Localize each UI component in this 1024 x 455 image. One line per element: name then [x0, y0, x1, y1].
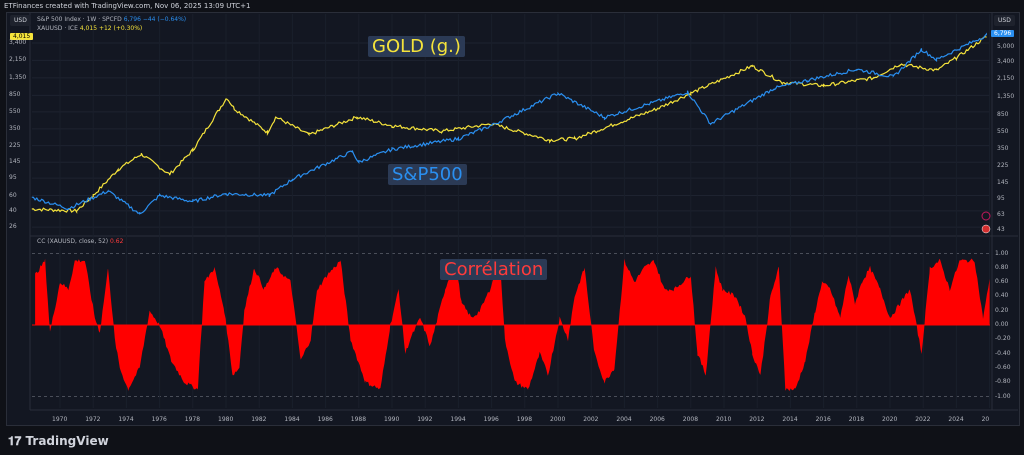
right-axis-tick: 1,350 [997, 93, 1015, 101]
cc-axis-tick: -0.20 [995, 335, 1011, 343]
event-icon [981, 211, 991, 221]
right-axis-tick: 850 [997, 111, 1009, 119]
time-axis-tick: 1994 [450, 416, 466, 423]
right-axis-tick: 550 [997, 127, 1009, 135]
cc-axis-tick: -0.40 [995, 349, 1011, 357]
time-axis-tick: 2004 [616, 416, 632, 423]
legend-spx[interactable]: S&P 500 Index · 1W · SPCFD 6,796 −44 (−0… [37, 16, 186, 23]
correlation-annotation: Corrélation [440, 259, 548, 280]
time-axis-tick: 1988 [350, 416, 367, 423]
right-axis-tick: 43 [997, 225, 1005, 233]
right-axis-tick: 145 [997, 179, 1009, 187]
time-axis-tick: 2006 [649, 416, 665, 423]
left-axis-tick: 95 [9, 174, 17, 182]
legend-cc-name: CC (XAUUSD, close, 52) [37, 238, 109, 245]
left-axis-tick: 350 [9, 124, 21, 132]
chart-credit: ETFinances created with TradingView.com,… [4, 2, 251, 10]
time-axis-tick: 2024 [948, 416, 964, 423]
legend-cc[interactable]: CC (XAUUSD, close, 52) 0.62 [37, 238, 123, 245]
time-axis-tick: 2000 [550, 416, 566, 423]
time-axis-tick: 2018 [848, 416, 865, 423]
left-axis-tick: 3,400 [9, 39, 27, 46]
cc-axis-tick: 0.00 [995, 321, 1009, 328]
right-axis-tick: 95 [997, 195, 1005, 203]
right-axis-tick: 3,400 [997, 57, 1015, 65]
cc-axis-tick: 1.00 [995, 249, 1009, 257]
gold-annotation: GOLD (g.) [368, 36, 465, 57]
cc-axis-tick: 0.60 [995, 278, 1009, 286]
legend-gold-value: 4,015 [79, 25, 98, 32]
right-axis-tick: 2,150 [997, 75, 1015, 83]
time-axis-tick: 1982 [251, 416, 267, 423]
legend-spx-value: 6,796 [123, 16, 141, 23]
legend-spx-name: S&P 500 Index · 1W · SPCFD [37, 16, 122, 23]
time-axis-tick: 2012 [749, 416, 765, 423]
cc-axis-tick: 0.80 [995, 263, 1009, 271]
spx-price-tag: 6,796 [991, 30, 1015, 37]
left-axis-tick: 26 [9, 223, 17, 231]
cc-axis-tick: -0.80 [995, 378, 1011, 386]
time-axis-tick: 1984 [284, 416, 300, 423]
left-axis-tick: 145 [9, 158, 21, 166]
spx-line [31, 32, 987, 215]
time-axis-tick: 1980 [218, 416, 234, 423]
time-axis-tick: 2022 [915, 416, 931, 423]
cc-axis-tick: -0.60 [995, 363, 1011, 371]
time-axis-tick: 20 [981, 416, 990, 423]
time-axis-tick: 2014 [782, 416, 798, 423]
tradingview-logo[interactable]: 𝟏𝟕 TradingView [8, 434, 109, 449]
cc-axis-tick: 0.20 [995, 306, 1009, 314]
time-axis-tick: 1986 [317, 416, 333, 423]
time-axis-tick: 1978 [184, 416, 201, 423]
time-axis-tick: 1998 [516, 416, 533, 423]
time-axis-tick: 1972 [85, 416, 101, 423]
right-axis-tick: 350 [997, 145, 1009, 153]
right-axis-tick: 225 [997, 162, 1009, 170]
time-axis-tick: 1970 [52, 416, 68, 423]
legend-gold-change: +12 (+0.30%) [98, 25, 143, 32]
left-axis-tick: 2,150 [9, 56, 27, 64]
gold-line [31, 36, 987, 214]
currency-left[interactable]: USD [10, 15, 31, 26]
time-axis-tick: 1976 [151, 416, 167, 423]
time-axis-tick: 2010 [716, 416, 732, 423]
left-axis-tick: 225 [9, 141, 21, 149]
right-axis-tick: 63 [997, 211, 1005, 219]
time-axis-tick: 1974 [118, 416, 134, 423]
time-axis-tick: 2020 [882, 416, 898, 423]
left-axis-tick: 850 [9, 91, 21, 99]
time-axis-tick: 1992 [417, 416, 433, 423]
time-axis-tick: 1990 [384, 416, 400, 423]
logo-text: TradingView [25, 434, 109, 448]
gold-price-tag: 4,015 [10, 33, 34, 40]
spx-annotation: S&P500 [388, 164, 467, 185]
legend-gold[interactable]: XAUUSD · ICE 4,015 +12 (+0.30%) [37, 25, 142, 32]
legend-spx-change: −44 (−0.64%) [142, 16, 187, 23]
time-axis-tick: 2008 [682, 416, 699, 423]
time-axis-tick: 1996 [483, 416, 499, 423]
time-axis-tick: 2016 [815, 416, 831, 423]
legend-gold-name: XAUUSD · ICE [37, 25, 78, 32]
legend-cc-value: 0.62 [110, 238, 124, 245]
cc-axis-tick: -1.00 [995, 392, 1011, 400]
us-flag-icon [981, 224, 991, 234]
cc-axis-tick: 0.40 [995, 292, 1009, 300]
left-axis-tick: 60 [9, 191, 17, 199]
left-axis-tick: 1,350 [9, 73, 27, 81]
left-axis-tick: 40 [9, 206, 17, 214]
tv-icon: 𝟏𝟕 [8, 434, 26, 448]
time-axis-tick: 2002 [583, 416, 599, 423]
left-axis-tick: 550 [9, 107, 21, 115]
right-axis-tick: 5,000 [997, 43, 1015, 50]
currency-right[interactable]: USD [994, 15, 1015, 26]
